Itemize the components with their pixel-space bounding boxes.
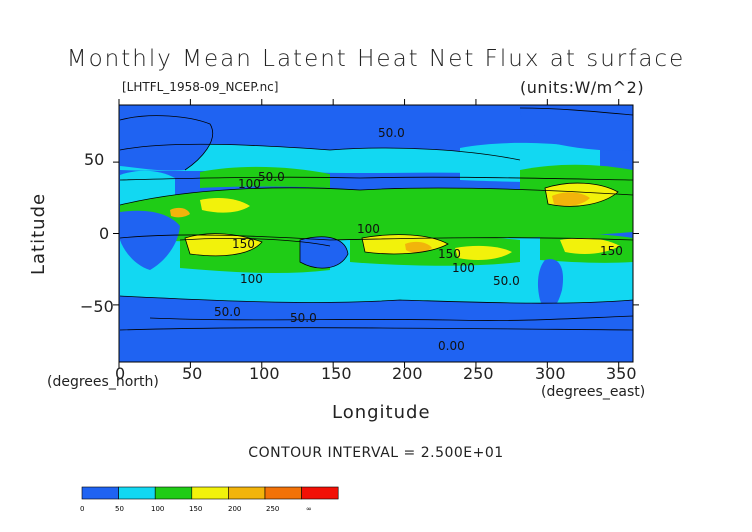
y-tick-label: −50 [80,297,114,316]
flux-band [455,245,512,260]
contour-line [119,115,214,171]
contour-label: 50.0 [258,170,285,184]
colorbar-swatch [228,486,266,500]
colorbar-tick-label: 200 [228,505,242,513]
contour-label: 50.0 [214,305,241,319]
colorbar-swatch [118,486,156,500]
flux-band [120,210,180,270]
contour-label: 0.00 [438,339,465,353]
contour-label: 150 [438,247,461,261]
colorbar-tick-label: ∞ [306,505,312,513]
flux-band [120,327,633,362]
colorbar-tick-label: 250 [266,505,280,513]
contour-label: 100 [238,177,261,191]
units-label: (units:W/m^2) [520,78,645,97]
contour-line [149,315,633,321]
colorbar-tick-label: 50 [115,505,124,513]
flux-band [120,115,213,171]
x-tick-label: 300 [535,364,566,383]
contour-line [519,107,633,116]
colorbar-swatch [154,486,193,500]
contour-label: 150 [232,237,255,251]
x-tick-label: 50 [182,364,203,383]
flux-band [520,108,633,151]
colorbar-swatch [264,486,302,500]
source-filename: [LHTFL_1958-09_NCEP.nc] [122,80,279,94]
x-tick-label: 100 [249,364,280,383]
y-tick-label: 50 [84,150,105,169]
contour-label: 100 [357,222,380,236]
contour-line [119,187,633,206]
contour-label: 100 [240,272,263,286]
contour-label: 150 [600,244,623,258]
contour-line [119,295,633,304]
contour-line [119,143,521,161]
flux-band [200,198,250,213]
contour-label: 50.0 [290,311,317,325]
x-tick-label: 0 [115,364,126,383]
contour-label: 50.0 [493,274,520,288]
contour-label: 50.0 [378,126,405,140]
flux-band [300,236,348,269]
flux-band [120,187,633,242]
x-tick-label: 250 [463,364,494,383]
colorbar-tick-label: 150 [189,505,203,513]
contour-line [544,182,619,207]
map-title: Monthly Mean Latent Heat Net Flux at sur… [66,46,686,72]
colorbar-tick-label: 100 [151,505,165,513]
contour-line [179,238,331,247]
flux-band [560,238,620,254]
y-tick-label: 0 [99,224,110,243]
x-axis-label: Longitude [332,402,431,423]
contour-label: 100 [452,261,475,275]
x-tick-label: 200 [392,364,423,383]
contour-line [184,233,263,257]
flux-band [537,259,564,311]
flux-band [170,207,190,218]
flux-band [405,241,432,253]
x-tick-label: 350 [606,364,637,383]
contour-line [361,234,449,255]
y-unit-note: (degrees_north) [47,374,159,390]
contour-line [119,176,633,181]
flux-band [552,192,590,206]
x-tick-label: 150 [321,364,352,383]
colorbar-swatch [191,486,229,500]
contour-line [299,236,349,269]
x-unit-note: (degrees_east) [541,384,646,400]
colorbar-swatch [81,486,119,500]
flux-band [120,144,520,175]
y-axis-label: Latitude [28,192,49,275]
colorbar-tick-label: 0 [80,505,85,513]
colorbar-swatch [301,486,339,500]
contour-line [119,327,633,331]
contour-interval-text: CONTOUR INTERVAL = 2.500E+01 [248,445,504,461]
